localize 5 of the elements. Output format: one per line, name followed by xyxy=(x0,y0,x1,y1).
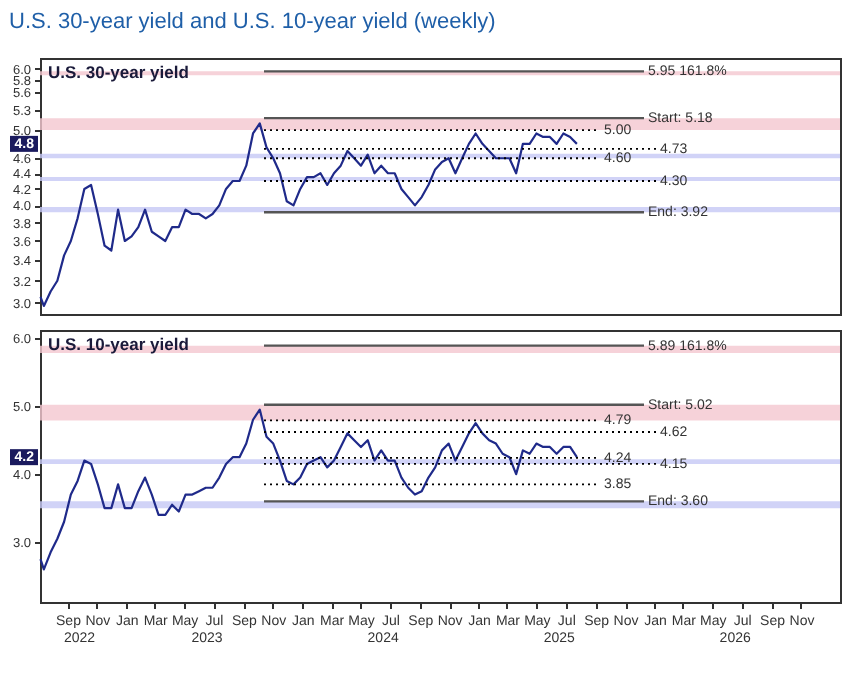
line-series xyxy=(39,122,578,308)
line-series xyxy=(39,408,578,571)
chart-title: U.S. 30-year yield and U.S. 10-year yield (weekly) xyxy=(9,9,496,34)
chart-subtitle: U.S. 10-year yield xyxy=(48,334,189,354)
chart-subtitle: U.S. 30-year yield xyxy=(48,62,189,82)
